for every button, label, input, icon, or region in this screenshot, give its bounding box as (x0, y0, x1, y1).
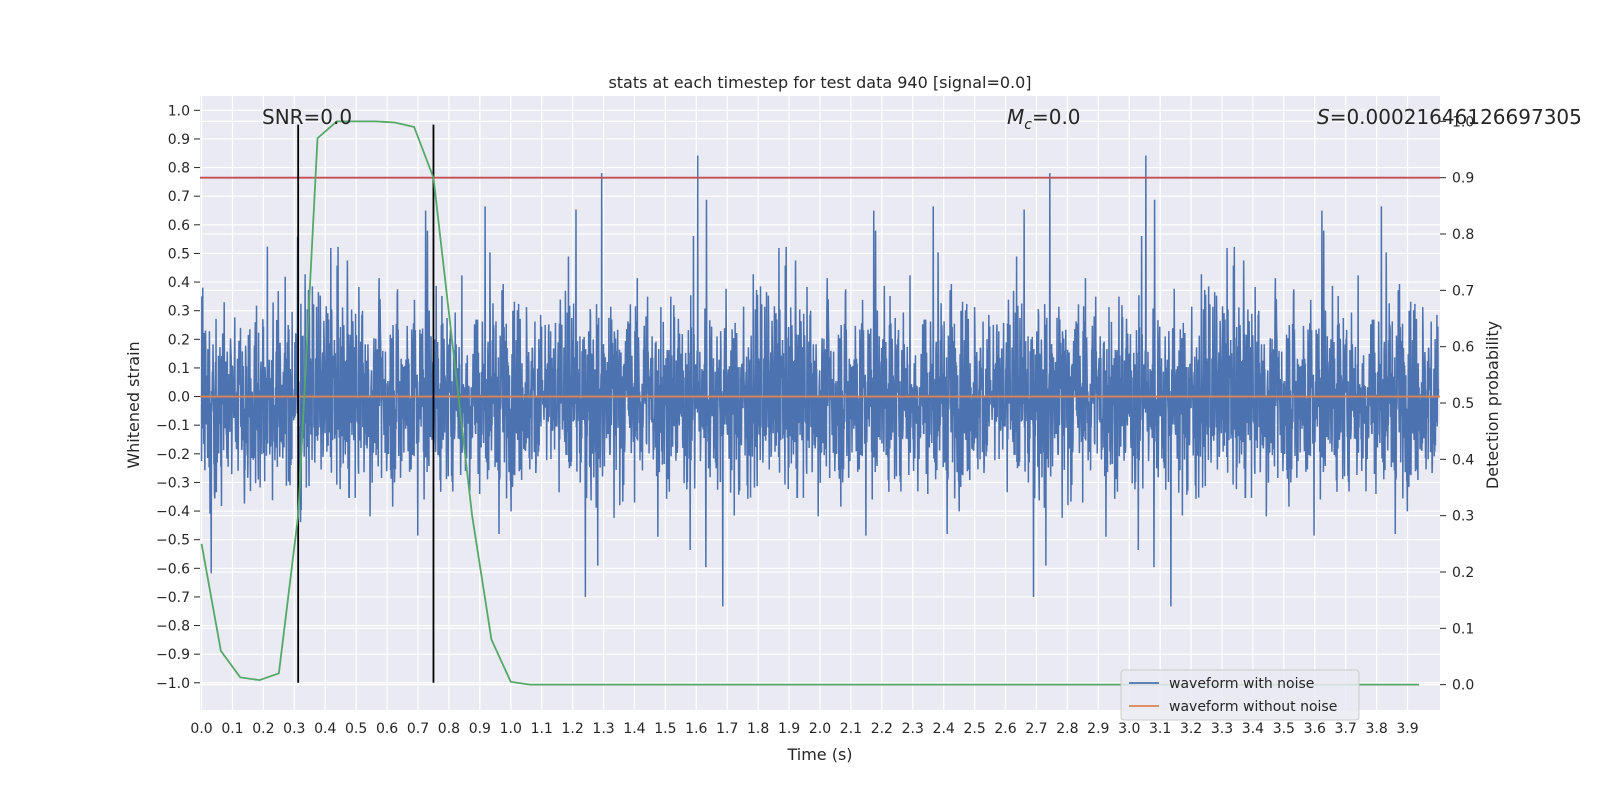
x-tick-label: 3.0 (1118, 721, 1140, 737)
y2-tick-label: 0.9 (1452, 171, 1474, 187)
y-tick-label: −0.7 (156, 590, 190, 606)
x-tick-label: 3.9 (1396, 721, 1418, 737)
y-tick-label: −0.4 (156, 504, 190, 520)
y-axis-label: Whitened strain (124, 341, 143, 468)
x-tick-label: 3.8 (1365, 721, 1387, 737)
y2-tick-label: 0.6 (1452, 340, 1474, 356)
x-tick-label: 2.1 (840, 721, 862, 737)
x-tick-label: 0.0 (190, 721, 212, 737)
y2-tick-label: 0.0 (1452, 678, 1474, 694)
x-tick-label: 0.9 (469, 721, 491, 737)
chirp-mass-subscript: c (1024, 117, 1032, 133)
x-tick-label: 1.3 (592, 721, 614, 737)
chirp-mass-value: =0.0 (1032, 105, 1081, 129)
y2-tick-label: 0.5 (1452, 396, 1474, 412)
x-tick-label: 1.0 (500, 721, 522, 737)
x-tick-label: 3.2 (1180, 721, 1202, 737)
x-tick-label: 1.5 (654, 721, 676, 737)
series-detection-probability (200, 120, 1420, 686)
chirp-mass-annotation: Mc=0.0 (1007, 105, 1081, 133)
x-tick-label: 2.0 (809, 721, 831, 737)
y-tick-label: −0.6 (156, 561, 190, 577)
x-tick-label: 3.6 (1304, 721, 1326, 737)
x-tick-label: 0.7 (407, 721, 429, 737)
y-tick-label: −0.1 (156, 418, 190, 434)
y2-tick-label: 0.2 (1452, 565, 1474, 581)
x-tick-label: 0.6 (376, 721, 398, 737)
chirp-mass-symbol: M (1007, 105, 1024, 129)
y2-tick-label: 0.8 (1452, 227, 1474, 243)
legend-label-noise: waveform with noise (1169, 676, 1314, 692)
x-tick-label: 3.5 (1273, 721, 1295, 737)
x-tick-label: 2.8 (1056, 721, 1078, 737)
x-tick-label: 2.5 (963, 721, 985, 737)
y-tick-label: 0.5 (168, 246, 190, 262)
y2-axis-label: Detection probability (1483, 321, 1502, 489)
chart-title: stats at each timestep for test data 940… (608, 73, 1031, 92)
x-tick-label: 2.4 (933, 721, 955, 737)
x-tick-label: 3.3 (1211, 721, 1233, 737)
x-tick-labels: 0.0 0.1 0.2 0.3 0.4 0.5 0.6 0.7 0.8 0.9 1.0 1.1 1.2 1… (190, 721, 1418, 737)
x-tick-label: 2.2 (871, 721, 893, 737)
s-symbol: S (1317, 105, 1330, 129)
y-tick-label: 0.6 (168, 218, 190, 234)
legend: waveform with noise waveform without noi… (1120, 669, 1360, 721)
x-tick-label: 0.1 (221, 721, 243, 737)
x-tick-label: 3.1 (1149, 721, 1171, 737)
y2-tick-label: 0.3 (1452, 509, 1474, 525)
x-tick-label: 0.2 (252, 721, 274, 737)
x-tick-label: 1.7 (716, 721, 738, 737)
x-tick-label: 1.4 (623, 721, 645, 737)
y-tick-label: 0.8 (168, 161, 190, 177)
s-value: =0.00021646126697305 (1330, 105, 1582, 129)
y-tick-label: 0.2 (168, 332, 190, 348)
x-tick-label: 0.4 (314, 721, 336, 737)
y-tick-label: −0.5 (156, 533, 190, 549)
y-tick-label: 0.1 (168, 361, 190, 377)
y-tick-label: 0.9 (168, 132, 190, 148)
x-tick-label: 3.7 (1335, 721, 1357, 737)
y-tick-labels: 1.0 0.9 0.8 0.7 0.6 0.5 0.4 0.3 0.2 0.1 0.0 −0.1 −0.… (156, 103, 200, 692)
y-tick-label: 1.0 (168, 103, 190, 119)
x-tick-label: 1.2 (561, 721, 583, 737)
x-tick-label: 2.9 (1087, 721, 1109, 737)
x-tick-label: 0.5 (345, 721, 367, 737)
y-tick-label: 0.4 (168, 275, 190, 291)
y2-tick-label: 0.1 (1452, 621, 1474, 637)
x-tick-label: 2.3 (902, 721, 924, 737)
y-tick-label: −0.3 (156, 475, 190, 491)
x-tick-label: 0.8 (438, 721, 460, 737)
y-tick-label: −0.2 (156, 447, 190, 463)
x-tick-label: 1.6 (685, 721, 707, 737)
series-waveform-with-noise (200, 155, 1440, 607)
legend-label-clean: waveform without noise (1169, 699, 1337, 715)
x-tick-label: 1.1 (531, 721, 553, 737)
x-tick-label: 2.6 (994, 721, 1016, 737)
y2-tick-label: 0.7 (1452, 283, 1474, 299)
y2-tick-label: 1.0 (1452, 114, 1474, 130)
y-tick-label: −1.0 (156, 676, 190, 692)
y-tick-label: −0.9 (156, 647, 190, 663)
y-tick-label: 0.3 (168, 304, 190, 320)
y-tick-label: 0.0 (168, 390, 190, 406)
y-tick-label: −0.8 (156, 619, 190, 635)
s-annotation: S=0.00021646126697305 (1317, 105, 1582, 129)
y2-tick-label: 0.4 (1452, 452, 1474, 468)
y-tick-label: 0.7 (168, 189, 190, 205)
snr-annotation: SNR=0.0 (262, 105, 352, 129)
x-tick-label: 1.9 (778, 721, 800, 737)
legend-box (1120, 669, 1360, 721)
x-tick-label: 0.3 (283, 721, 305, 737)
x-tick-label: 1.8 (747, 721, 769, 737)
x-axis-label: Time (s) (786, 745, 852, 764)
x-tick-label: 2.7 (1025, 721, 1047, 737)
x-tick-label: 3.4 (1242, 721, 1264, 737)
y2-tick-labels: 1.0 0.9 0.8 0.7 0.6 0.5 0.4 0.3 0.2 0.1 0.0 (1440, 114, 1474, 694)
